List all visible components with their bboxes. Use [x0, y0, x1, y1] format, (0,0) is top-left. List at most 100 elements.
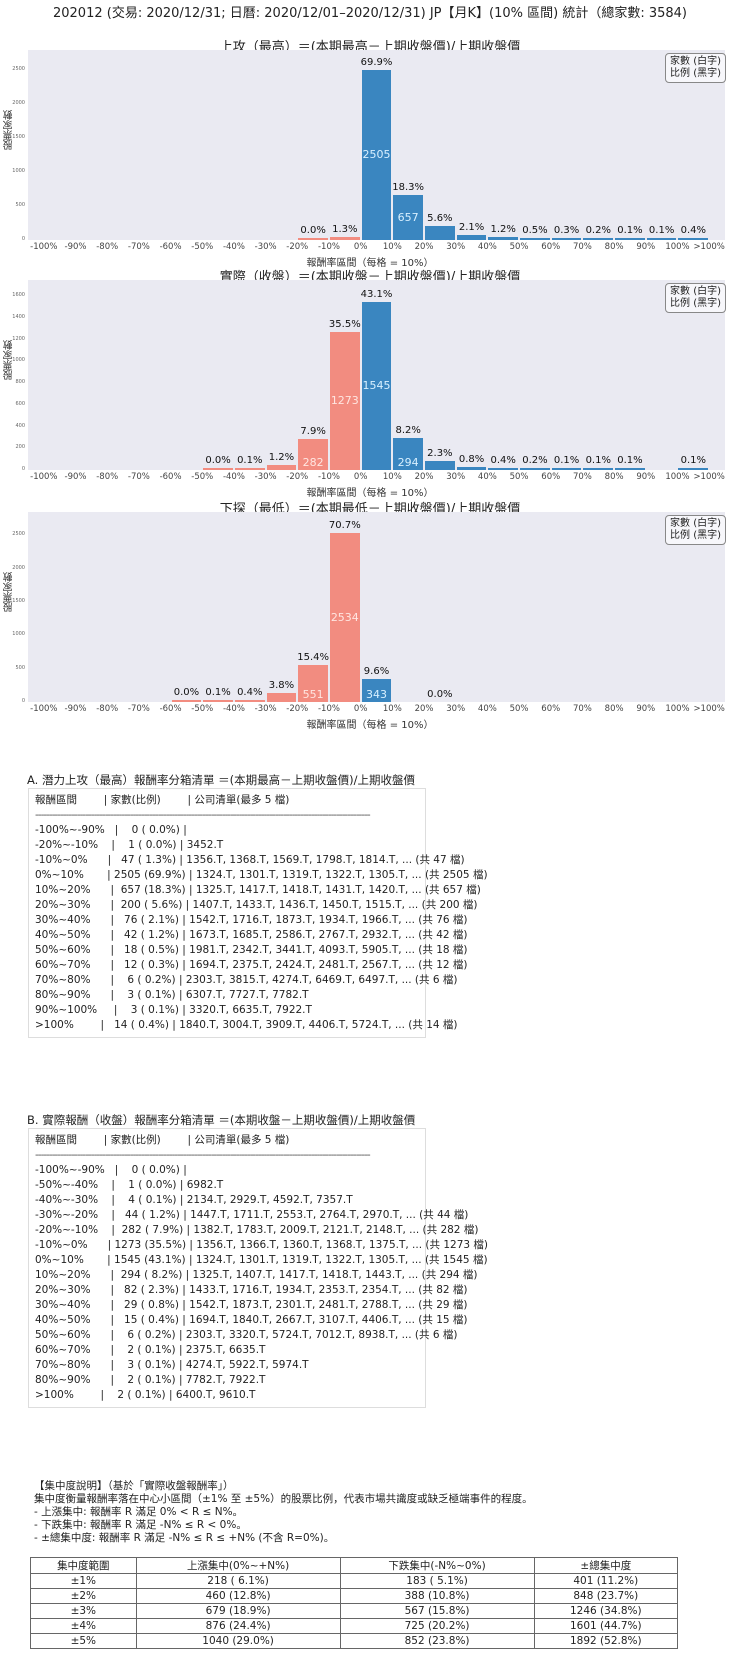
x-tick-label: -30% — [254, 242, 277, 252]
y-axis-label: 股票家數 — [4, 340, 15, 380]
x-tick-label: 20% — [414, 472, 434, 482]
list-rows: -100%~-90% | 0 ( 0.0%) | -20%~-10% | 1 ( … — [35, 823, 488, 1033]
table-cell: ±2% — [30, 1588, 137, 1604]
x-tick-label: 10% — [382, 472, 402, 482]
bar — [615, 238, 645, 240]
x-tick-label: -90% — [64, 472, 87, 482]
x-tick-label: >100% — [693, 242, 725, 252]
bar — [329, 331, 360, 470]
table-cell: 852 (23.8%) — [339, 1633, 535, 1649]
x-tick-label: -30% — [254, 704, 277, 714]
y-tick-label: 1500 — [12, 598, 25, 604]
y-tick-label: 2500 — [12, 66, 25, 73]
column-header: 下跌集中(-N%~0%) — [339, 1557, 535, 1574]
legend: 家數 (白字) 比例 (黑字) — [665, 283, 726, 313]
table-cell: 848 (23.7%) — [533, 1588, 679, 1604]
bar — [298, 439, 328, 470]
section-b-title: B. 實際報酬（收盤）報酬率分箱清單 ＝(本期收盤－上期收盤價)/上期收盤價 — [27, 1113, 416, 1127]
section-a-list: 報酬區間 | 家數(比例) | 公司清單(最多 5 檔) -----------… — [28, 788, 488, 1038]
x-axis-label: 報酬率區間（每格 = 10%） — [306, 488, 434, 499]
y-tick-label: 2500 — [12, 531, 25, 538]
plot-area: 0.0% 0.1% 0.4% 3.8% 551 15.4% 2534 70.7% 343 9.6%… — [28, 512, 725, 702]
bar-percent-label: 0.1% — [585, 455, 611, 466]
table-row: ±3% 679 (18.9%) 567 (15.8%) 1246 (34.8%) — [30, 1603, 679, 1619]
x-tick-label: 50% — [509, 704, 529, 714]
x-tick-label: 10% — [382, 242, 402, 252]
list-row: 20%~30% | 200 ( 5.6%) | 1407.T, 1433.T, … — [35, 899, 478, 911]
table-cell: 679 (18.9%) — [135, 1603, 341, 1619]
bar-percent-label: 69.9% — [360, 57, 393, 69]
x-axis-label: 報酬率區間（每格 = 10%） — [306, 258, 434, 269]
list-row: 60%~70% | 12 ( 0.3%) | 1694.T, 2375.T, 2… — [35, 959, 468, 971]
bar — [329, 236, 360, 240]
bar-percent-label: 5.6% — [427, 213, 453, 225]
bar-percent-label: 0.4% — [490, 455, 516, 466]
x-tick-label: -90% — [64, 242, 87, 252]
table-cell: 567 (15.8%) — [339, 1603, 535, 1619]
list-row: 10%~20% | 657 (18.3%) | 1325.T, 1417.T, … — [35, 884, 481, 896]
list-row: 50%~60% | 6 ( 0.2%) | 2303.T, 3320.T, 57… — [35, 1329, 458, 1341]
chart-close: 實際（收盤）＝(本期收盤－上期收盤價)/上期收盤價 0.0% 0.1% 1.2% 282… — [0, 266, 740, 499]
bar — [520, 468, 550, 470]
bar-count-label: 551 — [302, 688, 324, 701]
y-tick-label: 1000 — [12, 168, 25, 175]
bar — [456, 234, 487, 240]
y-tick-label: 1600 — [12, 292, 25, 299]
column-header: ±總集中度 — [533, 1557, 679, 1574]
bar-percent-label: 0.1% — [680, 455, 707, 466]
table-row: ±1% 218 ( 6.1%) 183 ( 5.1%) 401 (11.2%) — [30, 1573, 679, 1589]
table-cell: 1246 (34.8%) — [533, 1603, 679, 1619]
x-tick-label: 40% — [477, 704, 497, 714]
table-cell: ±5% — [30, 1633, 137, 1649]
x-tick-label: 70% — [572, 472, 592, 482]
y-axis-label: 股票家數 — [4, 110, 15, 150]
bar-percent-label: 0.8% — [458, 453, 485, 465]
bar-percent-label: 0.1% — [617, 225, 643, 236]
x-tick-label: -70% — [127, 242, 150, 252]
y-tick-label: 1200 — [12, 335, 25, 342]
table-cell: 1892 (52.8%) — [533, 1633, 679, 1649]
x-tick-label: -100% — [30, 472, 58, 482]
bar-percent-label: 18.3% — [392, 182, 425, 194]
bar-percent-label: 1.2% — [268, 452, 295, 464]
x-tick-label: -10% — [317, 704, 340, 714]
note-line: - 下跌集中: 報酬率 R 滿足 -N% ≤ R < 0%。 — [34, 1519, 247, 1531]
bar-percent-label: 15.4% — [297, 652, 330, 664]
table-cell: ±3% — [30, 1603, 137, 1619]
bar-percent-label: 2.3% — [427, 448, 453, 460]
list-row: -50%~-40% | 1 ( 0.0%) | 6982.T — [35, 1179, 224, 1191]
x-tick-label: -10% — [317, 472, 340, 482]
table-row: ±2% 460 (12.8%) 388 (10.8%) 848 (23.7%) — [30, 1588, 679, 1604]
bar — [298, 665, 328, 702]
bar — [298, 238, 328, 240]
x-tick-label: 50% — [509, 472, 529, 482]
y-tick-label: 200 — [15, 444, 25, 451]
x-tick-label: -80% — [96, 242, 119, 252]
note-line: 集中度衡量報酬率落在中心小區間（±1% 至 ±5%）的股票比例，代表市場共識度或… — [34, 1493, 533, 1505]
bar — [678, 468, 709, 470]
x-tick-label: 20% — [414, 704, 434, 714]
list-row: 70%~80% | 6 ( 0.2%) | 2303.T, 3815.T, 42… — [35, 974, 458, 986]
x-tick-label: -60% — [159, 242, 182, 252]
x-tick-label: 100% — [665, 472, 690, 482]
plot-area: 0.0% 1.3% 2505 69.9% 657 18.3% 5.6% 2.1% 1.2% 0.5… — [28, 50, 725, 240]
bar — [551, 468, 582, 470]
list-row: 90%~100% | 3 ( 0.1%) | 3320.T, 6635.T, 7… — [35, 1004, 312, 1016]
column-header: 上漲集中(0%~+N%) — [135, 1557, 341, 1574]
x-tick-label: 60% — [541, 472, 561, 482]
bar-percent-label: 2.1% — [458, 221, 485, 233]
bar-count-label: 282 — [302, 456, 324, 469]
list-row: 80%~90% | 3 ( 0.1%) | 6307.T, 7727.T, 77… — [35, 989, 309, 1001]
list-row: 50%~60% | 18 ( 0.5%) | 1981.T, 2342.T, 3… — [35, 944, 468, 956]
x-tick-label: 50% — [509, 242, 529, 252]
legend-count: 家數 (白字) — [670, 286, 721, 297]
x-tick-label: -100% — [30, 704, 58, 714]
x-tick-label: -40% — [222, 472, 245, 482]
bar-percent-label: 0.0% — [427, 689, 453, 700]
x-tick-label: 0% — [353, 472, 368, 482]
concentration-table: 集中度範圍 上漲集中(0%~+N%) 下跌集中(-N%~0%) ±總集中度 ±1… — [30, 1557, 679, 1649]
bar-count-label: 294 — [397, 456, 419, 469]
y-tick-label: 0 — [21, 466, 25, 472]
bar-count-label: 657 — [397, 210, 419, 224]
x-tick-label: 80% — [604, 242, 624, 252]
